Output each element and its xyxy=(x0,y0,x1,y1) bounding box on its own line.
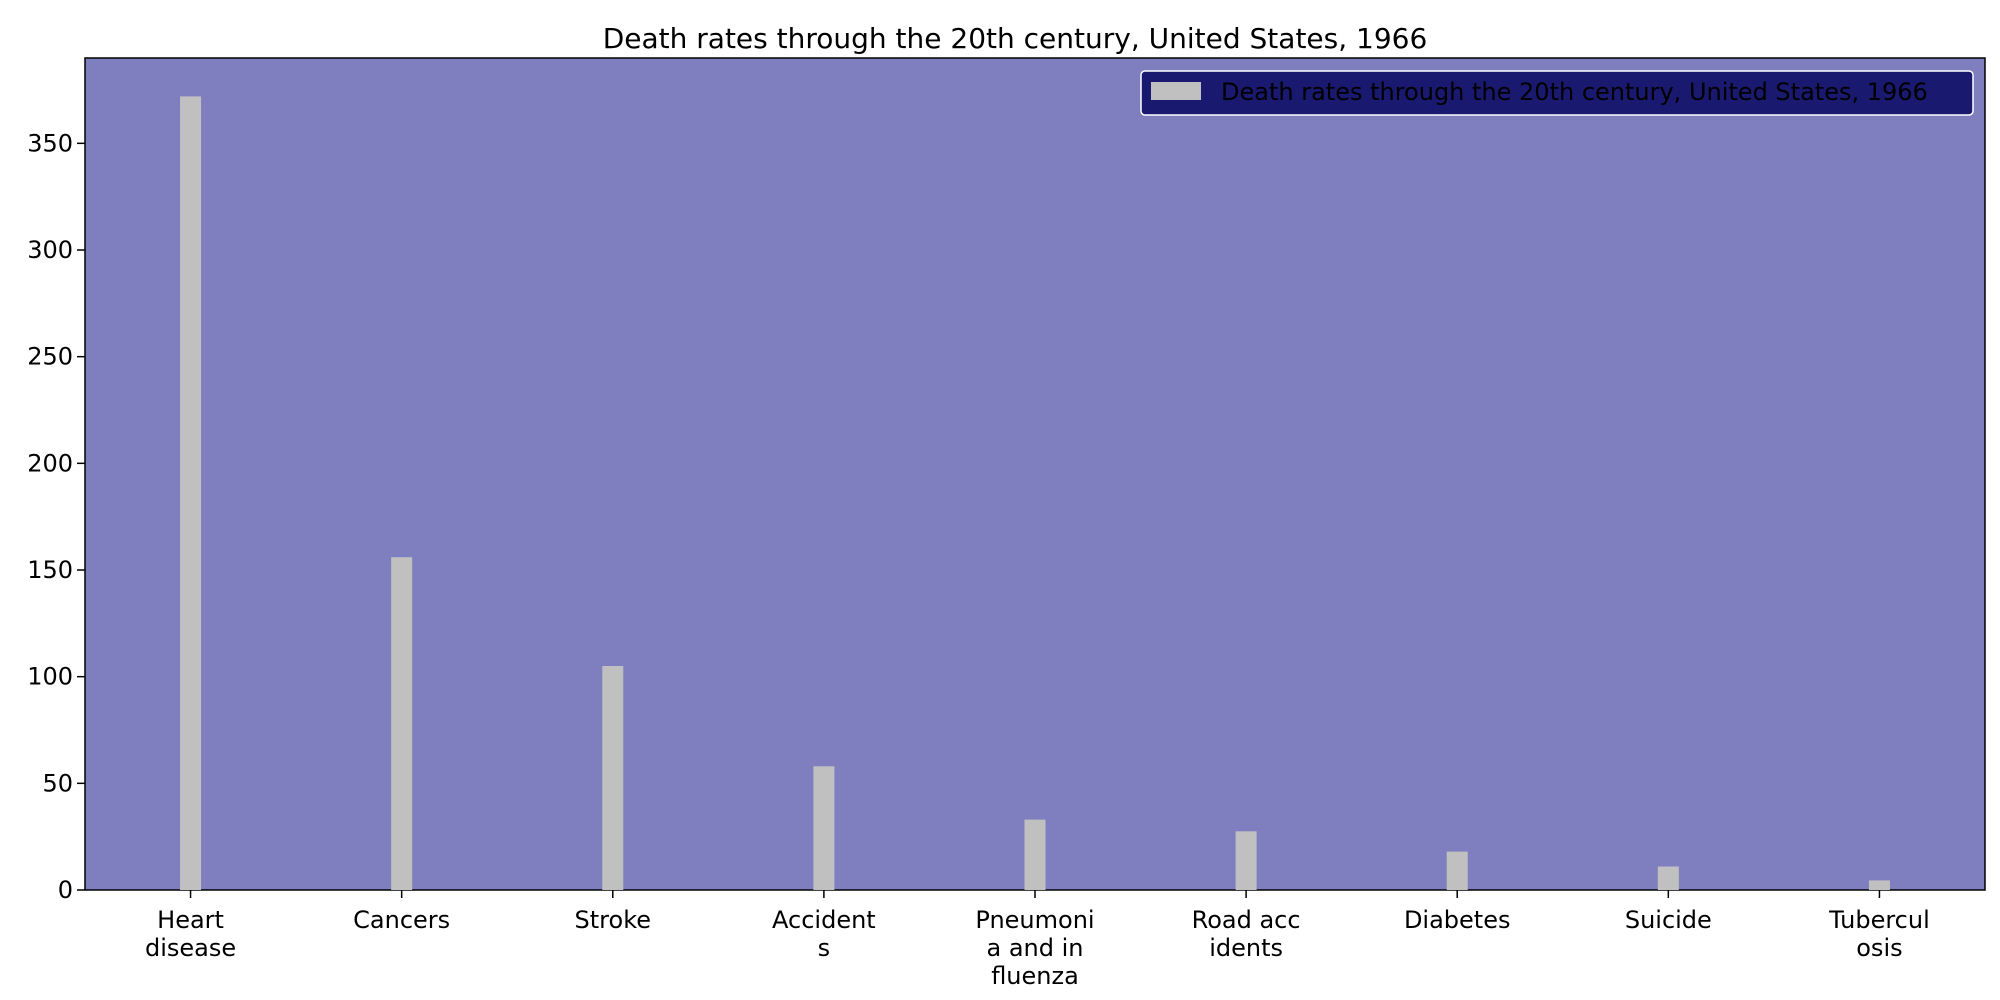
x-tick-label-road-accidents: Road acc idents xyxy=(1192,906,1301,962)
x-tick-label-heart-disease: Heart disease xyxy=(145,906,236,962)
legend-label: Death rates through the 20th century, Un… xyxy=(1221,78,1928,106)
bar-cancers xyxy=(391,557,412,890)
legend: Death rates through the 20th century, Un… xyxy=(1141,71,1973,115)
x-tick-label-cancers: Cancers xyxy=(353,906,450,934)
y-tick-label-200: 200 xyxy=(27,449,73,477)
y-tick-label-300: 300 xyxy=(27,236,73,264)
bar-heart-disease xyxy=(180,96,201,890)
bar-tuberculosis xyxy=(1869,880,1890,890)
x-tick-label-suicide: Suicide xyxy=(1625,906,1712,934)
y-axis: 0 50 100 150 200 250 300 350 xyxy=(27,129,85,904)
bar-accidents xyxy=(813,766,834,890)
x-tick-label-tuberculosis: Tubercul osis xyxy=(1828,906,1930,962)
bar-diabetes xyxy=(1447,852,1468,890)
bar-road-accidents xyxy=(1236,831,1257,890)
y-tick-label-150: 150 xyxy=(27,556,73,584)
x-tick-label-diabetes: Diabetes xyxy=(1404,906,1511,934)
chart-title: Death rates through the 20th century, Un… xyxy=(603,22,1428,55)
plot-area xyxy=(85,58,1985,890)
y-tick-label-100: 100 xyxy=(27,663,73,691)
x-axis: Heart disease Cancers Stroke Accident s Pneumo… xyxy=(145,890,1930,990)
y-tick-label-350: 350 xyxy=(27,129,73,157)
legend-swatch xyxy=(1151,82,1201,100)
x-tick-label-accidents: Accident s xyxy=(772,906,876,962)
y-tick-label-0: 0 xyxy=(58,876,73,904)
x-tick-label-stroke: Stroke xyxy=(575,906,651,934)
bar-suicide xyxy=(1658,867,1679,890)
bar-stroke xyxy=(602,666,623,890)
y-tick-label-50: 50 xyxy=(42,769,73,797)
bar-pneumonia-and-influenza xyxy=(1025,820,1046,890)
y-tick-label-250: 250 xyxy=(27,343,73,371)
x-tick-label-pneumonia-and-influenza: Pneumoni a and in fluenza xyxy=(975,906,1094,990)
